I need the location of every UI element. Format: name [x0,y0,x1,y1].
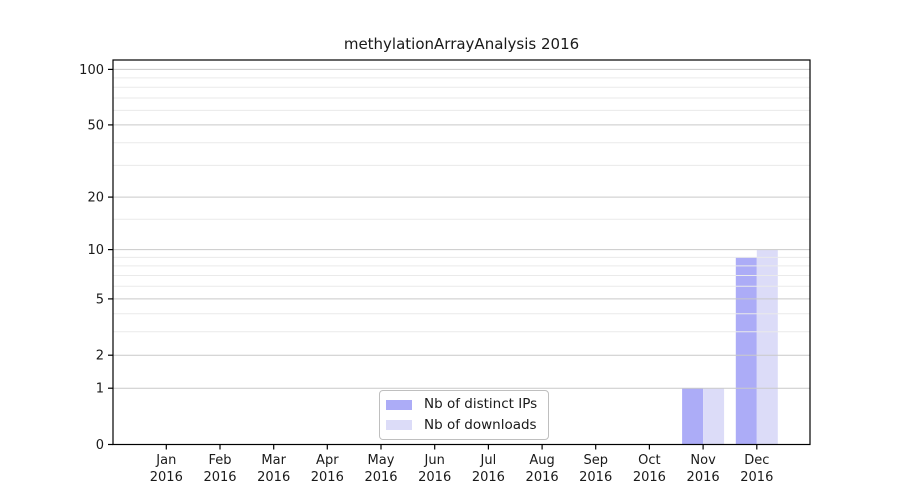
legend-swatch-downloads [386,420,412,431]
x-tick-label-month: Oct [638,453,660,468]
legend: Nb of distinct IPs Nb of downloads [379,390,550,440]
bar-distinct-ips-nov-2016 [682,388,704,445]
y-tick-label: 100 [79,63,104,78]
legend-item-distinct-ips: Nb of distinct IPs [386,396,538,412]
y-tick-label: 2 [96,349,104,364]
y-tick-label: 5 [96,292,104,307]
x-tick-label-year: 2016 [257,470,290,485]
x-tick-label-year: 2016 [579,470,612,485]
y-tick-label: 10 [87,243,104,258]
x-tick-label-month: Feb [208,453,231,468]
x-tick-label-month: Apr [316,453,339,468]
x-tick-label-year: 2016 [633,470,666,485]
x-tick-label-month: Mar [261,453,286,468]
bar-distinct-ips-dec-2016 [735,257,757,445]
x-tick-label-year: 2016 [740,470,773,485]
x-tick-label-year: 2016 [472,470,505,485]
x-tick-label-year: 2016 [311,470,344,485]
x-tick-label-year: 2016 [526,470,559,485]
x-tick-label-month: Jan [155,453,176,468]
plot-frame [112,59,811,446]
x-tick-label-month: Aug [529,453,554,468]
x-tick-label-month: May [368,453,395,468]
chart-title: methylationArrayAnalysis 2016 [343,35,580,53]
legend-label-downloads: Nb of downloads [424,416,537,433]
y-tick-label: 0 [96,438,104,453]
x-tick-label-month: Dec [744,453,769,468]
y-tick-label: 20 [87,191,104,206]
x-tick-label-year: 2016 [687,470,720,485]
y-tick-label: 1 [96,382,104,397]
bar-downloads-nov-2016 [703,388,725,445]
y-tick-label: 50 [87,118,104,133]
legend-label-distinct-ips: Nb of distinct IPs [424,396,538,412]
x-tick-label-month: Jun [424,453,445,468]
legend-item-downloads: Nb of downloads [386,416,537,433]
x-tick-label-month: Sep [583,453,608,468]
legend-swatch-distinct-ips [386,399,412,410]
x-tick-label-year: 2016 [150,470,183,485]
x-tick-label-year: 2016 [203,470,236,485]
x-tick-label-month: Nov [690,453,716,468]
x-tick-label-year: 2016 [364,470,397,485]
bar-downloads-dec-2016 [756,249,778,445]
x-tick-label-month: Jul [480,453,497,468]
x-tick-label-year: 2016 [418,470,451,485]
